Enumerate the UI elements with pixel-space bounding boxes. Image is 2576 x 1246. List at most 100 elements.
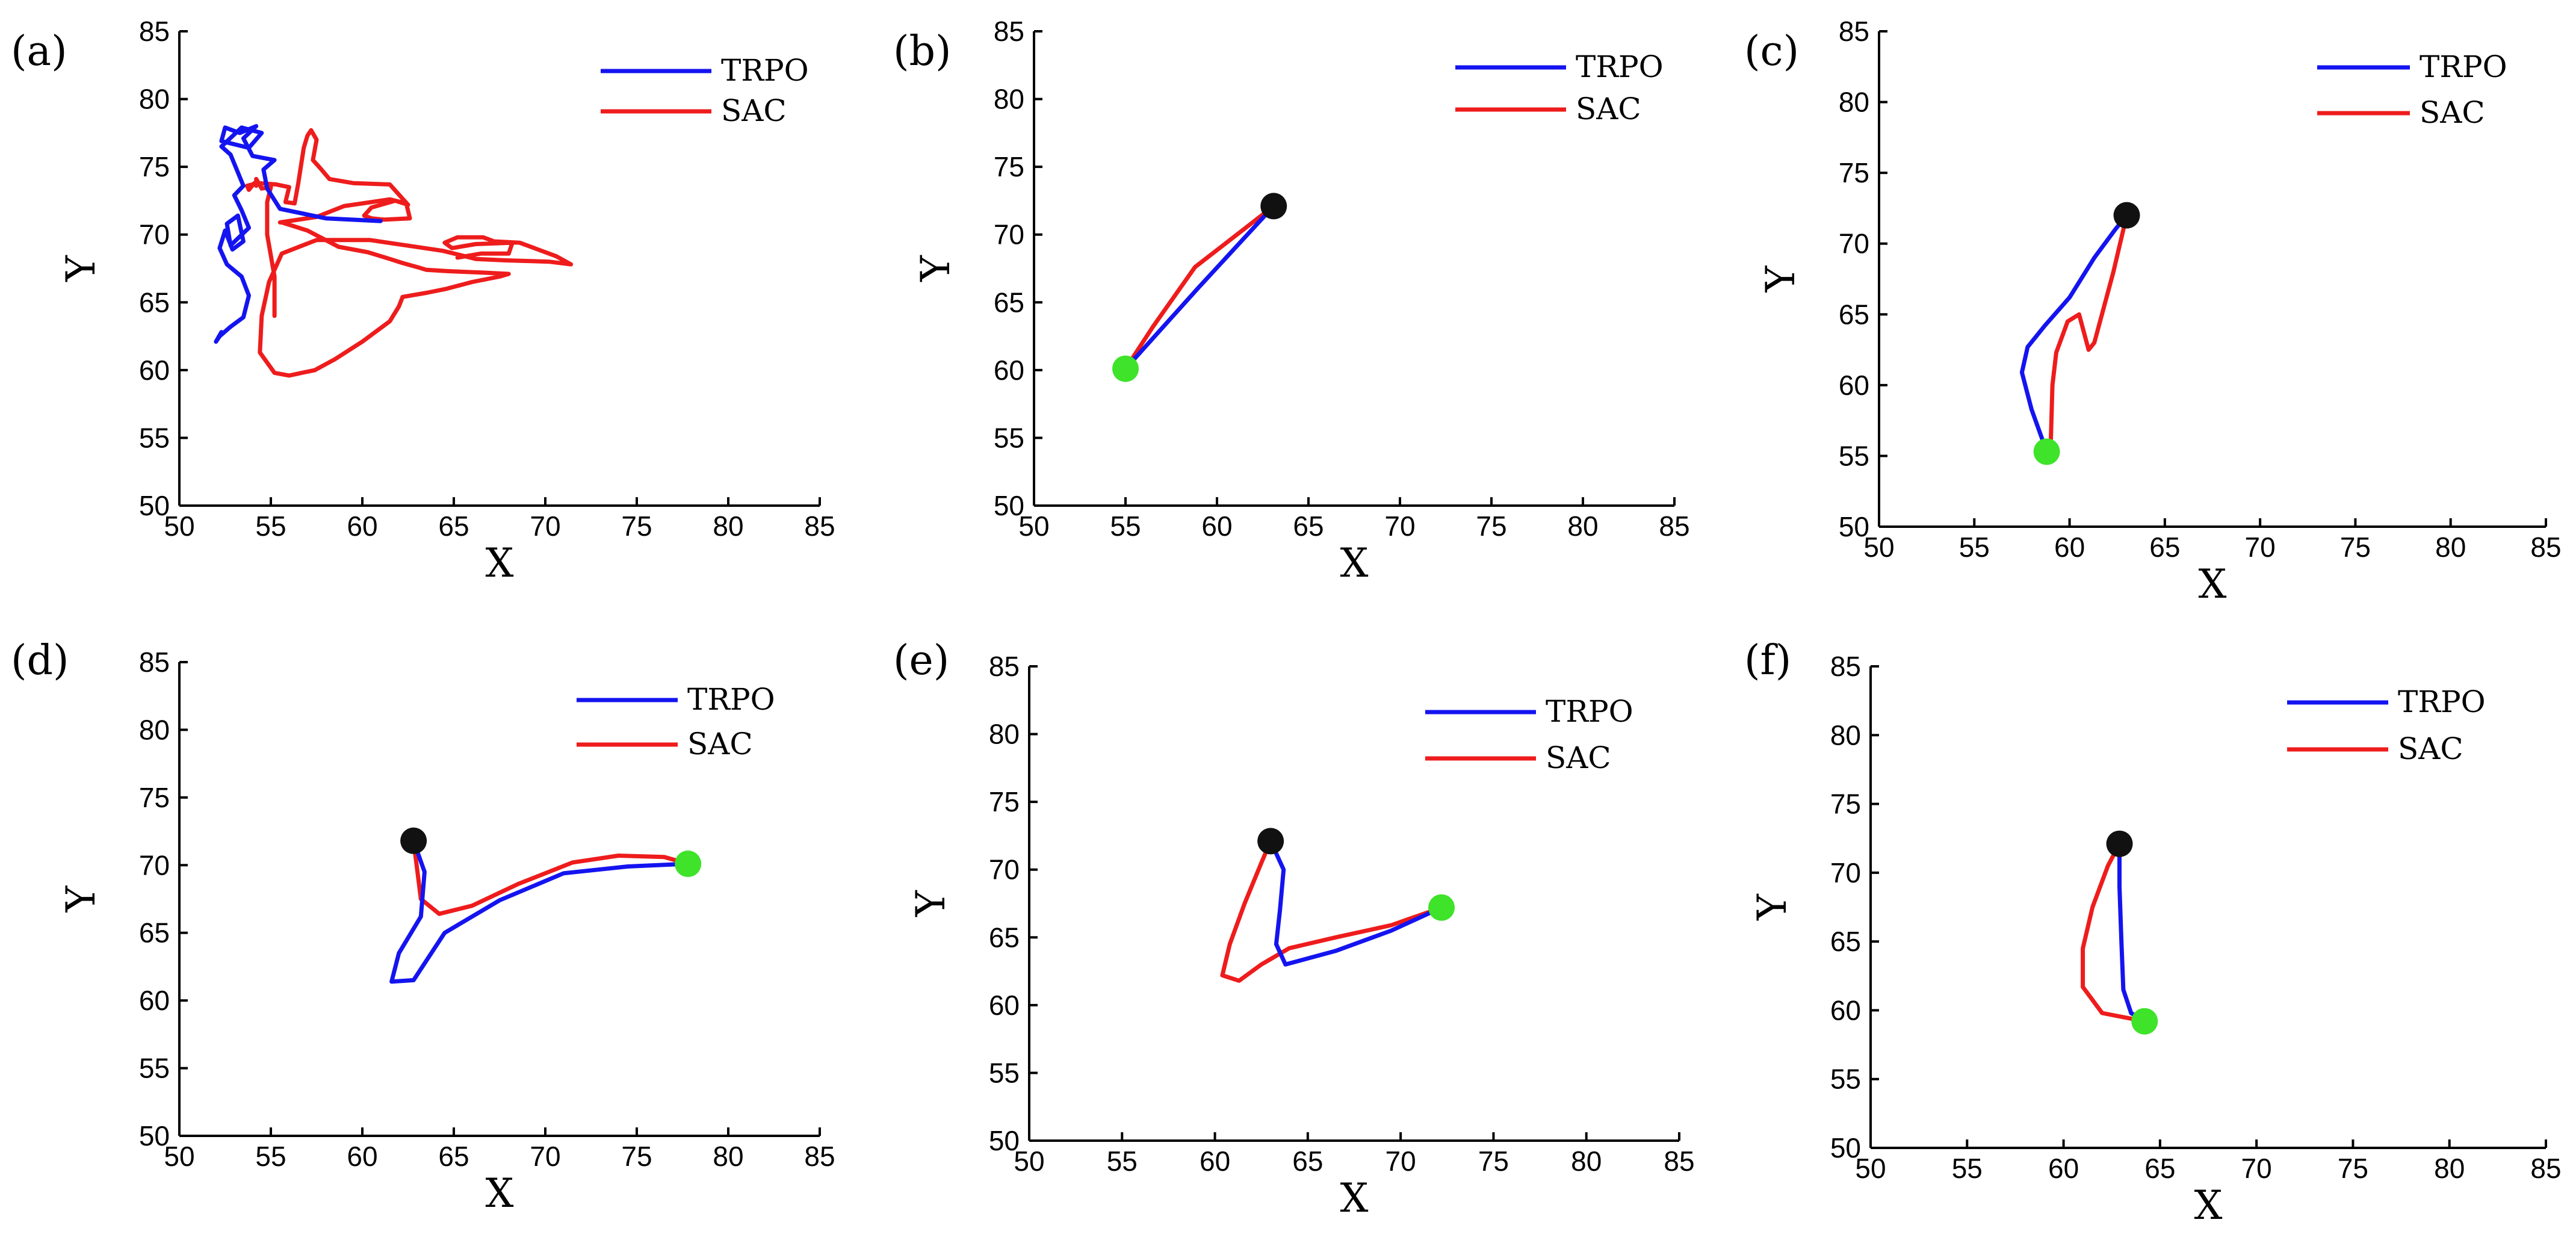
y-tick-label: 85	[994, 16, 1024, 47]
chart-panel-a: (a) 50 55 60 65 70 75 80 85 50 55 60 65 70 75 80 85 X Y TRP…	[11, 16, 835, 586]
y-tick-label: 70	[139, 849, 170, 881]
x-tick-label: 60	[2054, 532, 2085, 563]
goal-marker	[2131, 1008, 2158, 1035]
x-tick-label: 55	[255, 1141, 286, 1172]
panel-label: (c)	[1744, 28, 1799, 75]
y-tick-label: 65	[139, 287, 170, 318]
x-axis-title: X	[486, 540, 514, 586]
y-tick-label: 75	[1839, 157, 1869, 188]
y-tick-label: 50	[139, 490, 170, 521]
panel-label: (d)	[11, 637, 69, 684]
chart-panel-e: (e) 50 55 60 65 70 75 80 85 50 55 60 65 70 75 80 85 X Y TRP…	[893, 637, 1695, 1221]
y-tick-label: 80	[139, 714, 170, 745]
y-tick-label: 75	[989, 786, 1020, 817]
legend: TRPO SAC	[601, 53, 809, 128]
x-axis-title: X	[1340, 540, 1369, 586]
x-tick-label: 85	[804, 510, 835, 542]
y-tick-label: 85	[1839, 16, 1869, 47]
x-tick-label: 85	[1664, 1145, 1694, 1177]
start-marker	[2113, 202, 2140, 229]
y-tick-label: 60	[989, 990, 1020, 1021]
y-tick-label: 85	[139, 646, 170, 678]
x-tick-label: 75	[621, 1141, 652, 1172]
x-axis-title: X	[486, 1170, 514, 1217]
panel-label: (b)	[893, 28, 952, 75]
legend-label-trpo: TRPO	[1576, 49, 1664, 84]
y-tick-label: 50	[989, 1125, 1020, 1156]
y-tick-label: 60	[1839, 370, 1869, 401]
x-tick-label: 75	[1476, 510, 1506, 542]
x-tick-label: 55	[1110, 510, 1141, 542]
start-marker	[1257, 828, 1284, 855]
y-tick-label: 55	[1839, 440, 1869, 471]
legend-label-sac: SAC	[1576, 91, 1641, 126]
y-axis-title: Y	[912, 255, 959, 282]
y-tick-label: 75	[139, 782, 170, 813]
x-tick-label: 65	[1292, 1145, 1323, 1177]
x-tick-label: 80	[713, 1141, 743, 1172]
y-tick-label: 85	[139, 16, 170, 47]
goal-marker	[1112, 355, 1139, 382]
legend-label-sac: SAC	[1546, 740, 1611, 775]
y-tick-label: 50	[1830, 1132, 1861, 1164]
y-tick-label: 70	[139, 219, 170, 250]
x-tick-label: 75	[621, 510, 652, 542]
y-tick-label: 50	[994, 490, 1024, 521]
y-tick-label: 65	[989, 922, 1020, 953]
y-tick-label: 55	[139, 1053, 170, 1084]
x-tick-label: 70	[2241, 1153, 2272, 1184]
x-tick-label: 65	[438, 1141, 469, 1172]
y-axis-title: Y	[58, 255, 104, 282]
x-tick-label: 50	[164, 1141, 194, 1172]
y-tick-label: 85	[989, 651, 1020, 682]
x-tick-label: 50	[1014, 1145, 1044, 1177]
panel-label: (a)	[11, 28, 67, 75]
x-tick-label: 80	[1571, 1145, 1602, 1177]
legend: TRPO SAC	[1455, 49, 1664, 126]
x-axis-title: X	[2199, 561, 2227, 607]
x-axis-title: X	[2194, 1182, 2223, 1229]
y-tick-label: 60	[139, 985, 170, 1016]
y-tick-label: 55	[989, 1057, 1020, 1088]
y-tick-label: 65	[1830, 926, 1861, 957]
x-tick-label: 85	[2530, 1153, 2561, 1184]
y-tick-label: 55	[994, 422, 1024, 453]
x-tick-label: 60	[1200, 1145, 1230, 1177]
y-tick-label: 70	[994, 219, 1024, 250]
x-tick-label: 65	[438, 510, 469, 542]
y-axis-title: Y	[58, 885, 104, 913]
series-line-trpo	[214, 124, 383, 344]
series-line-sac	[2048, 213, 2129, 454]
x-tick-label: 80	[713, 510, 743, 542]
legend-label-trpo: TRPO	[2398, 684, 2486, 719]
x-axis-title: X	[1340, 1175, 1369, 1221]
x-tick-label: 75	[2340, 532, 2371, 563]
x-tick-label: 65	[2149, 532, 2180, 563]
x-tick-label: 70	[2245, 532, 2276, 563]
y-tick-label: 50	[1839, 511, 1869, 542]
start-marker	[400, 827, 427, 854]
y-tick-label: 80	[994, 84, 1024, 115]
legend-label-trpo: TRPO	[1546, 694, 1633, 729]
y-tick-label: 80	[989, 719, 1020, 750]
y-tick-label: 80	[1839, 87, 1869, 118]
goal-marker	[2033, 438, 2060, 465]
series-line-sac	[1123, 203, 1276, 371]
y-axis-title: Y	[1749, 893, 1795, 921]
y-tick-label: 65	[139, 917, 170, 949]
x-tick-label: 50	[1863, 532, 1894, 563]
x-tick-label: 70	[1384, 510, 1415, 542]
x-tick-label: 70	[530, 510, 560, 542]
series-line-sac	[411, 838, 690, 916]
start-marker	[1260, 193, 1287, 220]
x-tick-label: 50	[1018, 510, 1049, 542]
legend-label-trpo: TRPO	[687, 682, 775, 717]
legend: TRPO SAC	[2287, 684, 2486, 766]
chart-panel-c: (c) 50 55 60 65 70 75 80 85 50 55 60 65 70 75 80 85 X Y TRP…	[1744, 16, 2562, 607]
x-tick-label: 70	[1386, 1145, 1416, 1177]
y-axis-title: Y	[1757, 265, 1804, 293]
x-tick-label: 70	[530, 1141, 560, 1172]
chart-panel-d: (d) 50 55 60 65 70 75 80 85 50 55 60 65 70 75 80 85 X Y TRP…	[11, 637, 835, 1217]
